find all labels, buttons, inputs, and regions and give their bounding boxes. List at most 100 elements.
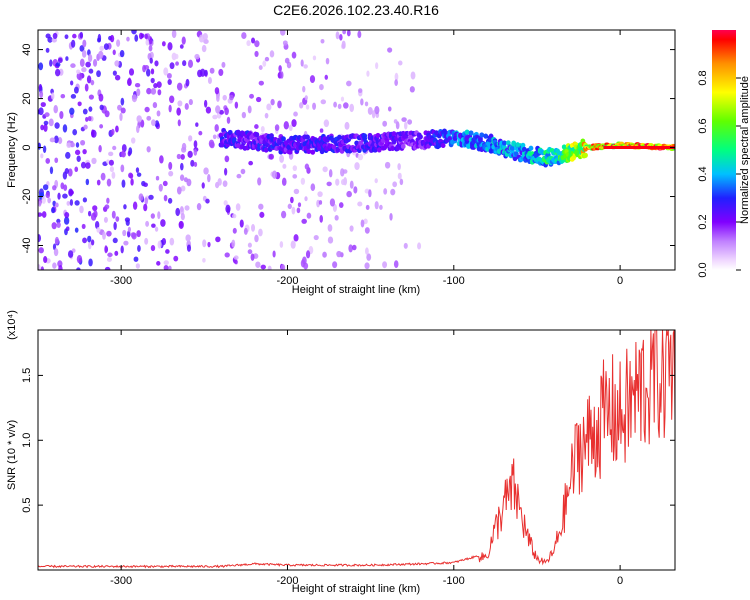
noise-speckle [363, 218, 368, 225]
noise-speckle [304, 196, 308, 202]
noise-speckle [173, 255, 179, 262]
noise-speckle [114, 250, 119, 256]
noise-speckle [136, 230, 141, 238]
noise-speckle [87, 53, 93, 63]
noise-speckle [149, 57, 153, 64]
noise-speckle [232, 227, 237, 234]
ridge-mark [281, 136, 286, 142]
noise-speckle [51, 207, 56, 214]
noise-speckle [88, 241, 92, 250]
noise-speckle [384, 161, 391, 169]
noise-speckle [82, 237, 88, 244]
spectrogram-x-ticks: -300 -200 -100 0 [110, 30, 623, 287]
noise-speckle [104, 266, 111, 270]
noise-speckle [207, 241, 211, 248]
noise-speckle [135, 263, 140, 269]
noise-speckle [203, 167, 209, 175]
noise-speckle [236, 173, 242, 179]
noise-speckle [305, 250, 311, 259]
noise-speckle [323, 119, 330, 128]
noise-speckle [341, 178, 346, 186]
noise-speckle [57, 192, 61, 200]
ridge-mark [509, 145, 515, 151]
noise-speckle [92, 205, 98, 212]
noise-speckle [401, 117, 407, 122]
ridge-mark [375, 132, 381, 139]
noise-speckle [150, 244, 156, 252]
noise-speckle [334, 214, 339, 221]
ridge-mark [418, 134, 423, 140]
noise-speckle [202, 239, 207, 248]
y-tick-label: 0 [21, 144, 33, 150]
ridge-mark [287, 149, 293, 155]
noise-speckle [300, 259, 306, 268]
noise-speckle [137, 245, 141, 252]
noise-speckle [203, 69, 208, 77]
noise-speckle [375, 62, 379, 70]
noise-speckle [187, 59, 194, 69]
noise-speckle [365, 204, 370, 210]
noise-speckle [160, 219, 166, 227]
noise-speckle [177, 100, 183, 107]
noise-speckle [106, 178, 112, 187]
noise-speckle [111, 128, 115, 136]
noise-speckle [136, 125, 140, 134]
ridge-mark [263, 147, 269, 153]
noise-speckle [99, 124, 104, 129]
noise-speckle [247, 249, 253, 255]
noise-speckle [297, 202, 302, 208]
noise-speckle [281, 177, 287, 186]
noise-speckle [279, 241, 284, 248]
ridge-mark [319, 148, 325, 155]
noise-speckle [69, 199, 74, 206]
noise-speckle [327, 224, 333, 232]
noise-speckle [121, 179, 126, 188]
noise-speckle [288, 124, 293, 132]
ridge-mark [395, 145, 401, 151]
noise-speckle [64, 167, 69, 175]
noise-speckle [392, 181, 398, 188]
noise-speckle [163, 260, 169, 266]
noise-speckle [79, 58, 85, 68]
noise-speckle [157, 240, 162, 249]
noise-speckle [272, 170, 278, 179]
noise-speckle [96, 179, 101, 186]
noise-speckle [74, 200, 80, 206]
noise-speckle [115, 216, 120, 222]
noise-speckle [122, 229, 127, 237]
noise-speckle [382, 120, 388, 127]
noise-speckle [258, 203, 264, 210]
y-tick-label: -40 [21, 238, 33, 254]
noise-speckle [120, 164, 125, 173]
colorbar-ticks: 0.0 0.2 0.4 0.6 0.8 [697, 70, 741, 278]
noise-speckle [159, 155, 164, 164]
noise-speckle [54, 236, 59, 245]
noise-speckle [209, 67, 215, 74]
noise-speckle [45, 33, 51, 39]
noise-speckle [156, 110, 161, 117]
noise-speckle [143, 203, 148, 212]
noise-speckle [51, 92, 55, 100]
noise-speckle [346, 190, 352, 198]
noise-speckle [168, 104, 172, 113]
noise-speckle [88, 106, 93, 112]
colorbar-label: Normalized spectral amplitude [739, 76, 750, 224]
noise-speckle [60, 93, 66, 99]
noise-speckle [115, 125, 119, 133]
noise-speckle [98, 93, 104, 102]
noise-speckle [247, 105, 252, 114]
noise-speckle [291, 206, 296, 215]
noise-speckle [193, 149, 198, 156]
noise-speckle [185, 78, 190, 87]
noise-speckle [123, 240, 129, 246]
noise-speckle [167, 197, 173, 204]
noise-speckle [163, 194, 168, 202]
noise-speckle [293, 234, 299, 242]
noise-speckle [251, 223, 256, 232]
noise-speckle [399, 178, 404, 186]
noise-speckle [196, 203, 202, 211]
noise-speckle [306, 212, 312, 219]
noise-speckle [312, 55, 317, 61]
noise-speckle [349, 225, 354, 232]
